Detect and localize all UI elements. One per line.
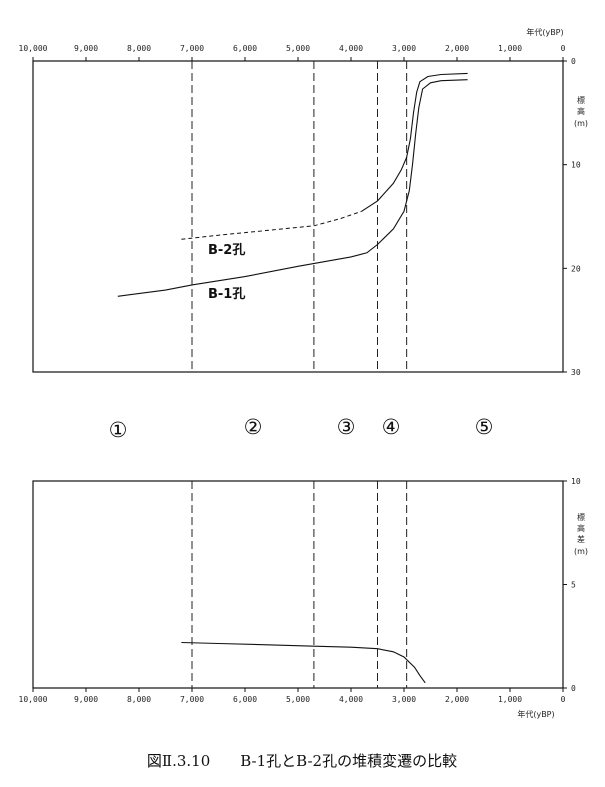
x-tick-label: 5,000 xyxy=(286,695,310,704)
y-axis-label-unit: (m) xyxy=(574,547,588,556)
top-chart: 10,000 9,000 8,000 7,000 6,000 5,000 4,000 3,00… xyxy=(19,27,588,377)
y-tick-label: 10 xyxy=(571,477,581,486)
x-tick-label: 8,000 xyxy=(127,695,151,704)
y-axis-label-unit: (m) xyxy=(574,119,588,128)
y-axis-label-char: 標 xyxy=(577,95,585,105)
series-line-b2-solid xyxy=(361,72,468,212)
x-tick-label: 0 xyxy=(561,695,566,704)
zone-3: ③ xyxy=(337,415,356,439)
top-y-axis-label: 標高 (m) xyxy=(574,95,588,128)
y-axis-label-char: 差 xyxy=(577,534,585,544)
bottom-y-axis-label: 標高差 (m) xyxy=(574,512,588,556)
zone-2: ② xyxy=(244,415,263,439)
top-phase-lines xyxy=(191,61,408,372)
y-tick-label: 30 xyxy=(571,368,581,377)
x-tick-label: 9,000 xyxy=(74,695,98,704)
y-tick-label: 0 xyxy=(571,57,576,66)
zone-markers: ① ② ③ ④ ⑤ xyxy=(109,415,494,442)
y-tick-label: 20 xyxy=(571,264,581,273)
x-tick-label: 0 xyxy=(561,44,566,53)
x-tick-label: 1,000 xyxy=(498,695,522,704)
series-line-b1 xyxy=(117,79,468,297)
x-tick-label: 8,000 xyxy=(127,44,151,53)
x-tick-label: 10,000 xyxy=(19,44,48,53)
y-tick-label: 5 xyxy=(571,581,576,590)
x-tick-label: 4,000 xyxy=(339,695,363,704)
x-tick-label: 4,000 xyxy=(339,44,363,53)
x-tick-label: 1,000 xyxy=(498,44,522,53)
top-x-axis-label: 年代(yBP) xyxy=(526,27,563,37)
figure-caption: 図Ⅱ.3.10 B-1孔とB-2孔の堆積変遷の比較 xyxy=(147,752,457,770)
zone-5: ⑤ xyxy=(475,415,494,439)
x-tick-label: 7,000 xyxy=(180,44,204,53)
y-tick-label: 0 xyxy=(571,684,576,693)
top-y-ticks: 0 10 20 30 xyxy=(563,57,581,377)
x-tick-label: 3,000 xyxy=(392,44,416,53)
top-plot-frame xyxy=(32,60,564,373)
x-tick-label: 7,000 xyxy=(180,695,204,704)
x-tick-label: 2,000 xyxy=(445,695,469,704)
bottom-phase-lines xyxy=(191,481,408,688)
zone-1: ① xyxy=(109,418,128,442)
series-label-b1: B-1孔 xyxy=(208,287,245,302)
top-x-ticks: 10,000 9,000 8,000 7,000 6,000 5,000 4,000 3,00… xyxy=(19,44,566,61)
x-tick-label: 5,000 xyxy=(286,44,310,53)
x-tick-label: 10,000 xyxy=(19,695,48,704)
y-axis-label-char: 標 xyxy=(577,512,585,522)
bottom-x-axis-label: 年代(yBP) xyxy=(517,709,554,719)
x-tick-label: 3,000 xyxy=(392,695,416,704)
bottom-plot-frame xyxy=(32,480,564,689)
x-tick-label: 2,000 xyxy=(445,44,469,53)
y-tick-label: 10 xyxy=(571,161,581,170)
series-line-b2-dashed xyxy=(181,210,362,240)
series-line-difference xyxy=(181,641,426,684)
x-tick-label: 9,000 xyxy=(74,44,98,53)
bottom-y-ticks: 10 5 0 xyxy=(563,477,581,693)
x-tick-label: 6,000 xyxy=(233,44,257,53)
zone-4: ④ xyxy=(382,415,401,439)
bottom-x-ticks: 10,000 9,000 8,000 7,000 6,000 5,000 4,000 3,00… xyxy=(19,688,566,704)
y-axis-label-char: 高 xyxy=(577,523,585,533)
y-axis-label-char: 高 xyxy=(577,106,585,116)
bottom-chart: 10,000 9,000 8,000 7,000 6,000 5,000 4,000 3,00… xyxy=(19,477,588,719)
series-label-b2: B-2孔 xyxy=(208,243,245,258)
x-tick-label: 6,000 xyxy=(233,695,257,704)
